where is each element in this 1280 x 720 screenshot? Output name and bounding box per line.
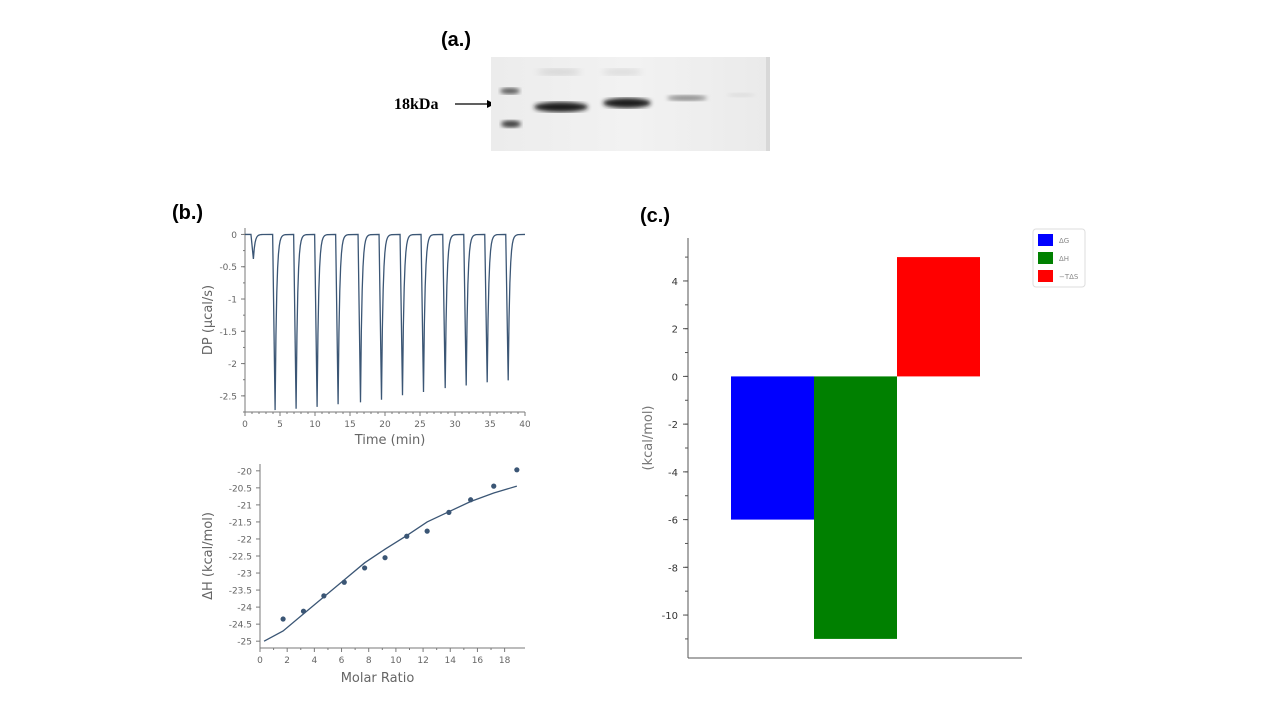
x-tick-label: 30 xyxy=(449,420,461,430)
y-axis-label: ΔH (kcal/mol) xyxy=(201,512,216,600)
data-point xyxy=(362,565,368,571)
legend-swatch xyxy=(1038,270,1053,282)
y-tick-label: -20 xyxy=(237,467,252,477)
y-axis-label: (kcal/mol) xyxy=(641,405,656,470)
y-tick-label: -4 xyxy=(668,468,678,479)
x-tick-label: 0 xyxy=(257,656,263,666)
y-tick-label: -23 xyxy=(237,570,252,580)
y-tick-label: -10 xyxy=(662,611,678,622)
y-axis-label: DP (µcal/s) xyxy=(201,285,216,355)
y-tick-label: -1 xyxy=(228,296,237,306)
bar-dg xyxy=(731,376,814,520)
y-tick-label: 0 xyxy=(231,231,237,241)
bar-dh xyxy=(814,376,897,639)
legend-label: ΔH xyxy=(1059,255,1069,263)
x-tick-label: 2 xyxy=(284,656,290,666)
panel-c-label: (c.) xyxy=(640,205,670,227)
thermogram-trace xyxy=(245,233,526,411)
panel-b-label: (b.) xyxy=(172,202,204,224)
y-tick-label: 0 xyxy=(672,372,678,383)
y-tick-label: -22 xyxy=(237,535,252,545)
itc-isotherm-chart: -20 -20.5 -21 -21.5 -22 -22.5 -23 -23.5 -24 -24.5… xyxy=(201,464,525,686)
data-point xyxy=(446,509,452,515)
y-tick-label: -2 xyxy=(668,420,678,431)
y-tick-label: -21.5 xyxy=(229,518,252,528)
x-tick-label: 10 xyxy=(390,656,402,666)
data-point xyxy=(341,579,347,585)
data-point xyxy=(382,555,388,561)
fit-curve xyxy=(263,485,518,642)
x-tick-label: 35 xyxy=(484,420,495,430)
data-point xyxy=(468,497,474,503)
data-point xyxy=(404,533,410,539)
western-blot-image xyxy=(491,57,770,151)
data-point xyxy=(514,467,520,473)
y-tick-label: -2.5 xyxy=(219,392,237,402)
x-tick-label: 0 xyxy=(242,420,248,430)
data-point xyxy=(321,593,327,599)
itc-thermogram-chart: 0 -0.5 -1 -1.5 -2 -2.5 0 5 10 15 20 25 30 35 40 Time (m… xyxy=(201,228,530,448)
y-tick-label: 2 xyxy=(672,325,678,336)
x-tick-label: 14 xyxy=(445,656,457,666)
x-tick-label: 8 xyxy=(366,656,372,666)
x-tick-label: 6 xyxy=(339,656,345,666)
x-axis-label: Time (min) xyxy=(354,433,426,448)
x-tick-label: 5 xyxy=(277,420,283,430)
data-point xyxy=(491,483,497,489)
bar-tds xyxy=(897,257,980,377)
x-tick-label: 16 xyxy=(472,656,484,666)
marker-arrow xyxy=(455,100,495,108)
y-tick-label: -8 xyxy=(668,563,678,574)
y-tick-label: -6 xyxy=(668,516,678,527)
y-tick-label: -23.5 xyxy=(229,587,252,597)
thermodynamic-bar-chart: 4 2 0 -2 -4 -6 -8 -10 (kcal/mol) ΔG ΔH −TΔS xyxy=(641,228,1086,659)
y-tick-label: 4 xyxy=(672,277,678,288)
x-tick-label: 15 xyxy=(344,420,355,430)
x-tick-label: 18 xyxy=(499,656,511,666)
x-tick-label: 10 xyxy=(309,420,321,430)
x-tick-label: 40 xyxy=(519,420,530,430)
data-point xyxy=(300,608,307,614)
y-tick-label: -25 xyxy=(237,638,252,648)
legend-swatch xyxy=(1038,252,1053,264)
x-tick-label: 25 xyxy=(414,420,425,430)
y-tick-label: -20.5 xyxy=(229,484,252,494)
y-tick-label: -24.5 xyxy=(229,621,252,631)
y-tick-label: -24 xyxy=(237,604,252,614)
legend-label: ΔG xyxy=(1059,237,1069,245)
y-tick-label: -0.5 xyxy=(219,263,237,273)
marker-label: 18kDa xyxy=(394,96,439,113)
x-axis-label: Molar Ratio xyxy=(341,671,415,686)
data-point xyxy=(424,528,430,534)
x-tick-label: 20 xyxy=(379,420,391,430)
y-tick-label: -1.5 xyxy=(219,328,237,338)
legend-swatch xyxy=(1038,234,1053,246)
data-point xyxy=(280,616,286,622)
panel-a-label: (a.) xyxy=(441,29,471,51)
y-tick-label: -2 xyxy=(228,360,237,370)
x-tick-label: 12 xyxy=(417,656,428,666)
legend-label: −TΔS xyxy=(1059,273,1079,281)
x-tick-label: 4 xyxy=(311,656,317,666)
y-tick-label: -22.5 xyxy=(229,553,252,563)
y-tick-label: -21 xyxy=(237,501,252,511)
